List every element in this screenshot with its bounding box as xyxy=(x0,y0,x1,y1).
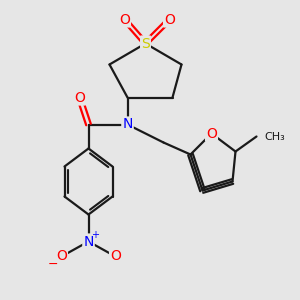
Text: CH₃: CH₃ xyxy=(264,131,285,142)
Text: N: N xyxy=(122,118,133,131)
Text: −: − xyxy=(47,258,58,272)
Text: O: O xyxy=(119,13,130,26)
Text: O: O xyxy=(164,13,175,26)
Text: O: O xyxy=(110,250,121,263)
Text: N: N xyxy=(83,235,94,248)
Text: O: O xyxy=(56,250,67,263)
Text: O: O xyxy=(74,91,85,104)
Text: O: O xyxy=(206,127,217,140)
Text: +: + xyxy=(91,230,99,240)
Text: S: S xyxy=(141,37,150,50)
